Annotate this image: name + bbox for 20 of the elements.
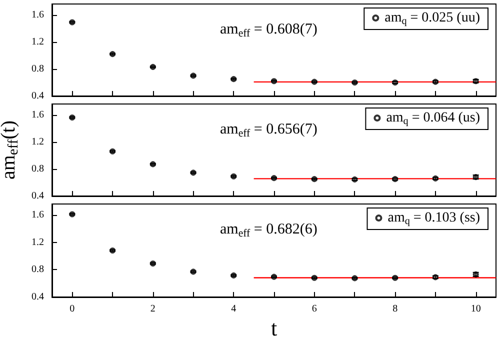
x-tick-label: 2 (150, 304, 156, 314)
x-tick-label: 4 (231, 304, 236, 314)
y-tick-label: 0.4 (32, 90, 44, 102)
y-tick-label: 0.4 (32, 292, 44, 302)
x-tick-label: 6 (312, 304, 317, 314)
y-axis-title: ameff(t) (0, 120, 22, 180)
y-tick-label: 1.2 (32, 136, 44, 148)
x-tick-label: 8 (392, 304, 398, 314)
y-tick-label: 0.8 (32, 264, 44, 276)
y-tick-label: 1.6 (32, 9, 44, 20)
y-tick-label: 0.4 (32, 190, 44, 202)
x-tick-label: 10 (470, 304, 481, 314)
y-tick-label: 1.6 (32, 109, 44, 120)
y-tick-label: 1.2 (32, 236, 44, 248)
x-axis-title: t (270, 316, 278, 339)
y-tick-label: 1.6 (32, 209, 44, 220)
x-tick-label: 0 (70, 304, 75, 314)
y-tick-label: 0.8 (32, 63, 44, 74)
y-tick-label: 1.2 (32, 36, 44, 48)
y-tick-label: 0.8 (32, 163, 44, 174)
